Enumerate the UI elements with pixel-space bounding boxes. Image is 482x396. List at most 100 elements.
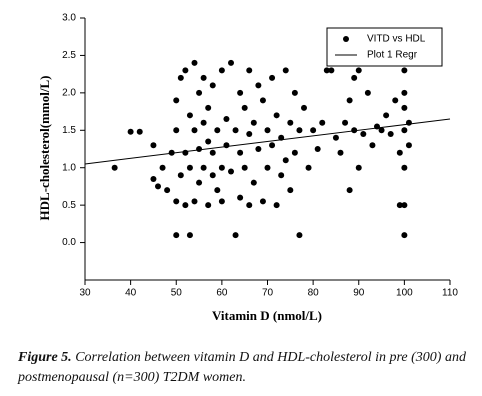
point xyxy=(301,104,307,111)
point xyxy=(250,119,257,126)
x-tick-label: 110 xyxy=(442,288,458,299)
point xyxy=(136,128,143,135)
point xyxy=(332,134,339,141)
y-axis-title: HDL-cholesterol(mmol/L) xyxy=(37,76,52,221)
point xyxy=(196,146,203,152)
legend-label: Plot 1 Regr xyxy=(367,50,418,61)
point xyxy=(282,67,289,74)
y-tick-label: 1.0 xyxy=(62,162,76,173)
point xyxy=(401,104,408,111)
point xyxy=(255,146,262,152)
x-tick-label: 50 xyxy=(171,288,183,299)
point xyxy=(405,142,412,149)
point xyxy=(168,149,175,156)
point xyxy=(241,104,248,111)
point xyxy=(196,89,203,96)
point xyxy=(237,149,244,156)
point xyxy=(182,149,189,156)
figure-caption: Figure 5. Correlation between vitamin D … xyxy=(18,348,480,388)
point xyxy=(205,104,212,111)
point xyxy=(269,74,276,81)
point xyxy=(259,97,266,104)
point xyxy=(200,164,207,171)
point xyxy=(255,82,262,89)
point xyxy=(111,164,118,171)
y-tick-label: 3.0 xyxy=(62,13,76,24)
point xyxy=(209,149,216,156)
y-tick-label: 0.5 xyxy=(62,200,76,211)
point xyxy=(173,127,180,134)
point xyxy=(182,67,189,74)
point xyxy=(214,127,221,134)
point xyxy=(250,179,257,186)
point xyxy=(173,198,180,205)
x-tick-label: 90 xyxy=(353,288,365,299)
point xyxy=(196,179,203,186)
point xyxy=(355,164,362,171)
point xyxy=(355,67,362,74)
point xyxy=(177,172,184,179)
point xyxy=(314,146,321,152)
point xyxy=(392,97,399,104)
point xyxy=(287,119,294,126)
point xyxy=(159,164,166,171)
point xyxy=(246,202,253,209)
point xyxy=(401,202,408,209)
point xyxy=(291,149,298,156)
point xyxy=(173,232,180,239)
x-axis-title: Vitamin D (nmol/L) xyxy=(212,308,322,323)
point xyxy=(369,142,376,149)
point xyxy=(310,127,317,134)
point xyxy=(246,67,253,74)
legend-label: VITD vs HDL xyxy=(367,34,426,45)
point xyxy=(246,131,253,138)
point xyxy=(351,127,358,134)
point xyxy=(223,142,230,149)
point xyxy=(401,232,408,239)
point xyxy=(305,164,312,171)
point xyxy=(296,127,303,134)
point xyxy=(182,202,189,209)
point xyxy=(228,168,234,175)
point xyxy=(319,119,326,126)
point xyxy=(287,187,294,194)
point xyxy=(351,74,358,81)
point xyxy=(173,97,180,104)
caption-text: Correlation between vitamin D and HDL-ch… xyxy=(18,350,466,385)
regression-line xyxy=(84,118,451,165)
point xyxy=(228,59,234,66)
point xyxy=(269,142,276,149)
point xyxy=(191,127,198,134)
point xyxy=(186,232,193,239)
point xyxy=(259,198,266,205)
y-tick-label: 0.0 xyxy=(62,237,76,248)
y-tick-label: 2.5 xyxy=(62,50,76,61)
point xyxy=(155,183,161,190)
point xyxy=(127,128,134,135)
point xyxy=(342,119,349,126)
point xyxy=(401,89,408,96)
point xyxy=(218,198,225,205)
point xyxy=(191,198,198,205)
point xyxy=(200,119,207,126)
point xyxy=(405,119,412,126)
point xyxy=(264,164,271,171)
point xyxy=(396,149,403,156)
y-tick-label: 1.5 xyxy=(62,125,76,136)
point xyxy=(209,172,216,179)
point xyxy=(232,127,239,134)
point xyxy=(328,67,335,74)
point xyxy=(378,127,385,134)
point xyxy=(296,232,303,239)
point xyxy=(273,202,280,209)
point xyxy=(150,175,157,182)
x-tick-label: 60 xyxy=(216,288,228,299)
point xyxy=(218,67,225,74)
point xyxy=(237,89,244,96)
point xyxy=(360,131,367,138)
y-tick-label: 2.0 xyxy=(62,87,76,98)
point xyxy=(232,232,239,239)
point xyxy=(264,127,271,134)
point xyxy=(278,172,285,179)
point xyxy=(337,149,344,156)
